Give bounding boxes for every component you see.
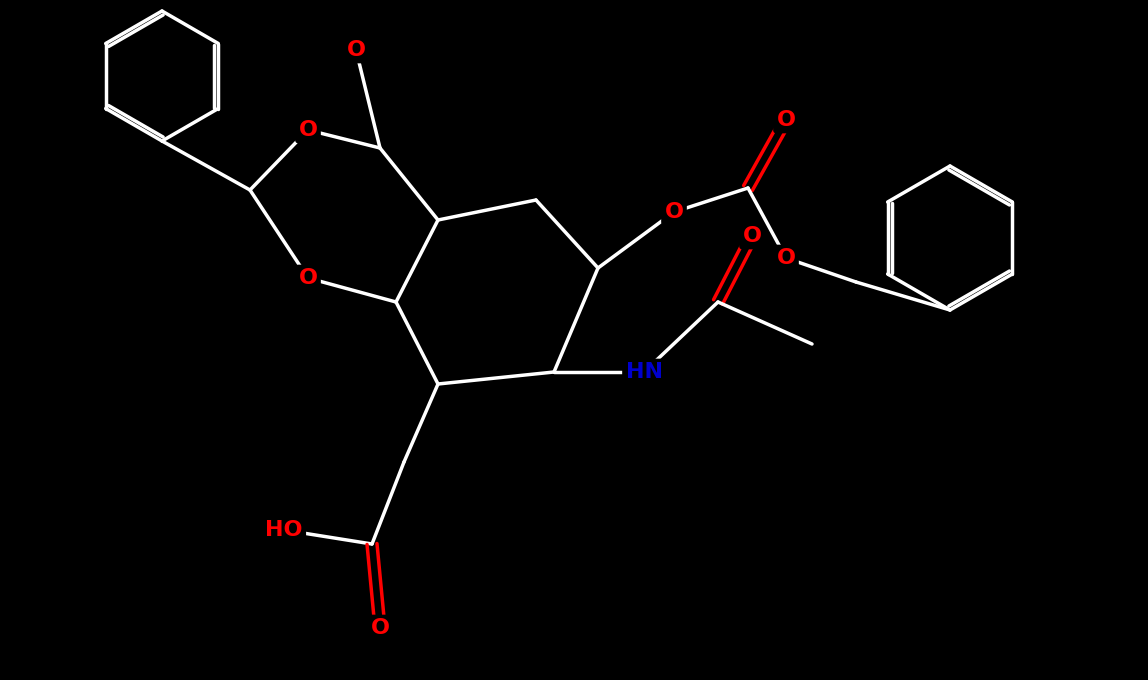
Text: O: O [743, 226, 761, 246]
Text: O: O [776, 110, 796, 130]
Text: HN: HN [626, 362, 662, 382]
Text: HO: HO [265, 520, 303, 540]
Text: O: O [371, 618, 389, 638]
Text: O: O [776, 248, 796, 268]
Text: O: O [298, 268, 318, 288]
Text: O: O [298, 120, 318, 140]
Text: O: O [347, 40, 365, 60]
Text: O: O [665, 202, 683, 222]
